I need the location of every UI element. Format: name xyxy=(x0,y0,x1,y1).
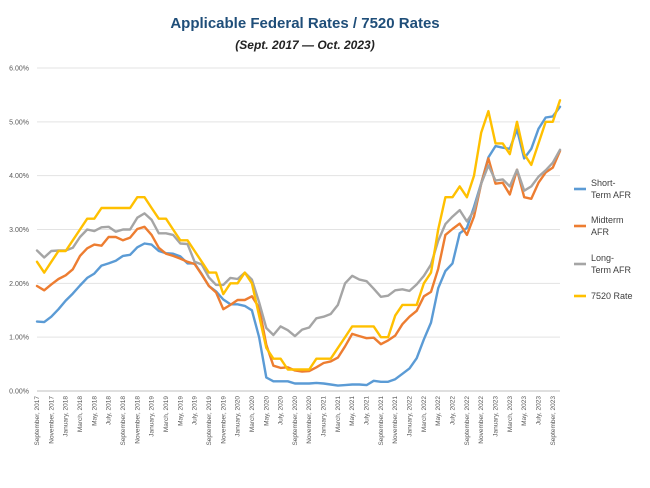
x-tick-label: November, 2018 xyxy=(134,396,141,444)
x-tick-label: November, 2022 xyxy=(478,396,485,444)
y-tick-label: 0.00% xyxy=(9,389,29,396)
legend-label: Midterm xyxy=(591,215,624,225)
x-tick-label: March, 2022 xyxy=(421,396,428,433)
x-tick-label: May, 2021 xyxy=(349,396,356,426)
y-tick-label: 4.00% xyxy=(9,173,29,180)
x-tick-label: November, 2021 xyxy=(392,396,399,444)
legend-label: AFR xyxy=(591,227,610,237)
x-tick-label: November, 2017 xyxy=(48,396,55,444)
x-tick-label: July, 2020 xyxy=(278,396,285,426)
x-tick-label: January, 2020 xyxy=(235,396,242,437)
x-tick-label: July, 2019 xyxy=(192,396,199,426)
y-tick-label: 3.00% xyxy=(9,227,29,234)
y-tick-label: 2.00% xyxy=(9,281,29,288)
legend-label: Long- xyxy=(591,253,614,263)
x-tick-label: March, 2019 xyxy=(163,396,170,433)
series-line-7520-rate xyxy=(35,99,562,371)
legend: Short- Term AFR Midterm AFR Long- Term AFR 752… xyxy=(574,178,633,301)
x-tick-label: May, 2018 xyxy=(91,396,98,426)
x-axis-ticks: September, 2017 November, 2017 January, 20… xyxy=(34,396,557,446)
legend-label: 7520 Rate xyxy=(591,291,633,301)
x-tick-label: January, 2021 xyxy=(321,396,328,437)
y-tick-label: 1.00% xyxy=(9,335,29,342)
series-line-midterm-afr xyxy=(35,149,562,373)
x-tick-label: July, 2023 xyxy=(536,396,543,426)
x-tick-label: March, 2021 xyxy=(335,396,342,433)
chart-title: Applicable Federal Rates / 7520 Rates xyxy=(170,15,439,32)
x-tick-label: January, 2019 xyxy=(149,396,156,437)
y-tick-label: 6.00% xyxy=(9,66,29,73)
x-tick-label: July, 2022 xyxy=(450,396,457,426)
x-tick-label: November, 2020 xyxy=(306,396,313,444)
y-tick-label: 5.00% xyxy=(9,119,29,126)
x-tick-label: September, 2023 xyxy=(550,396,557,446)
legend-label: Term AFR xyxy=(591,190,632,200)
series-line-long-term-afr xyxy=(35,148,562,338)
gridlines xyxy=(37,67,560,392)
x-tick-label: September, 2021 xyxy=(378,396,385,446)
x-tick-label: July, 2018 xyxy=(106,396,113,426)
x-tick-label: January, 2018 xyxy=(63,396,70,437)
y-axis-ticks: 0.00% 1.00% 2.00% 3.00% 4.00% 5.00% 6.00% xyxy=(9,66,29,396)
x-tick-label: March, 2018 xyxy=(77,396,84,433)
chart-subtitle: (Sept. 2017 — Oct. 2023) xyxy=(235,38,374,52)
x-tick-label: September, 2018 xyxy=(120,396,127,446)
x-tick-label: January, 2022 xyxy=(407,396,414,437)
x-tick-label: March, 2023 xyxy=(507,396,514,433)
x-tick-label: November, 2019 xyxy=(220,396,227,444)
x-tick-label: March, 2020 xyxy=(249,396,256,433)
x-tick-label: May, 2023 xyxy=(521,396,528,426)
series-line-short-term-afr xyxy=(35,105,562,387)
x-tick-label: May, 2020 xyxy=(263,396,270,426)
x-tick-label: July, 2021 xyxy=(364,396,371,426)
series-lines xyxy=(35,99,562,387)
x-tick-label: May, 2019 xyxy=(177,396,184,426)
legend-label: Short- xyxy=(591,178,616,188)
x-tick-label: September, 2017 xyxy=(34,396,41,446)
x-tick-label: September, 2019 xyxy=(206,396,213,446)
x-tick-label: September, 2020 xyxy=(292,396,299,446)
x-tick-label: January, 2023 xyxy=(493,396,500,437)
x-tick-label: May, 2022 xyxy=(435,396,442,426)
legend-label: Term AFR xyxy=(591,265,632,275)
x-tick-label: September, 2022 xyxy=(464,396,471,446)
